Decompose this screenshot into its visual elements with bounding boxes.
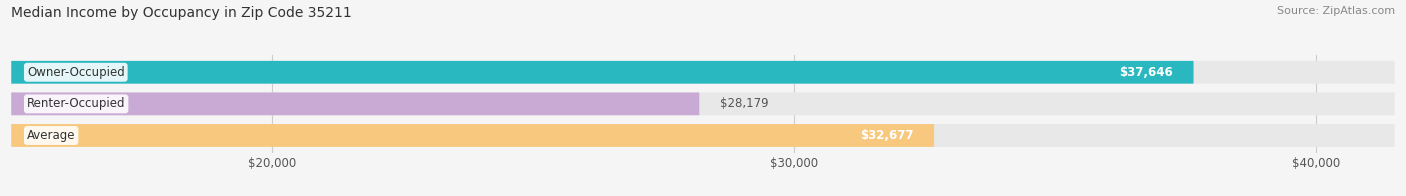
FancyBboxPatch shape (11, 124, 1395, 147)
FancyBboxPatch shape (11, 124, 934, 147)
FancyBboxPatch shape (11, 61, 1395, 84)
Text: $32,677: $32,677 (859, 129, 914, 142)
Text: Average: Average (27, 129, 76, 142)
FancyBboxPatch shape (11, 93, 699, 115)
Text: $28,179: $28,179 (720, 97, 769, 110)
Text: $37,646: $37,646 (1119, 66, 1173, 79)
FancyBboxPatch shape (11, 93, 1395, 115)
Text: Renter-Occupied: Renter-Occupied (27, 97, 125, 110)
FancyBboxPatch shape (11, 61, 1194, 84)
Text: Owner-Occupied: Owner-Occupied (27, 66, 125, 79)
Text: Source: ZipAtlas.com: Source: ZipAtlas.com (1277, 6, 1395, 16)
Text: Median Income by Occupancy in Zip Code 35211: Median Income by Occupancy in Zip Code 3… (11, 6, 352, 20)
